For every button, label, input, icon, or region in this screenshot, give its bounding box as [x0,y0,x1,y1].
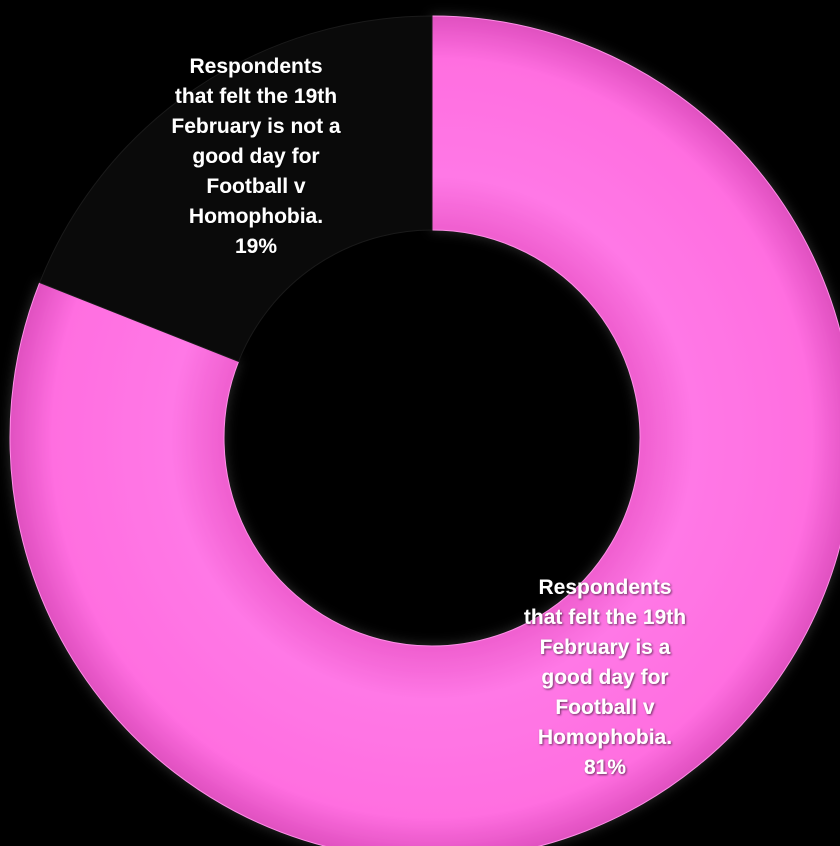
slice-label-line: February is not a [171,115,341,138]
slice-label-line: February is a [540,636,671,659]
slice-label-line: Homophobia. [189,205,323,228]
slice-label-line: Football v [206,175,305,198]
slice-label-line: that felt the 19th [524,606,686,629]
donut-slices [9,15,840,846]
slice-label-line: Homophobia. [538,726,672,749]
slice-label-line: Respondents [538,576,671,599]
slice-value-label: 19% [235,235,277,258]
slice-label-line: that felt the 19th [175,85,337,108]
slice-label-line: Football v [555,696,654,719]
donut-slice-1 [9,15,840,846]
slice-label-1: Respondents that felt the 19th February is… [524,576,686,779]
slice-label-line: good day for [192,145,319,168]
slice-value-label: 81% [584,756,626,779]
donut-slice-2 [38,15,433,363]
slice-label-line: good day for [541,666,668,689]
slice-labels: Respondents that felt the 19th February is… [171,55,686,779]
slice-label-line: Respondents [189,55,322,78]
slice-label-2: Respondents that felt the 19th February is… [171,55,341,258]
